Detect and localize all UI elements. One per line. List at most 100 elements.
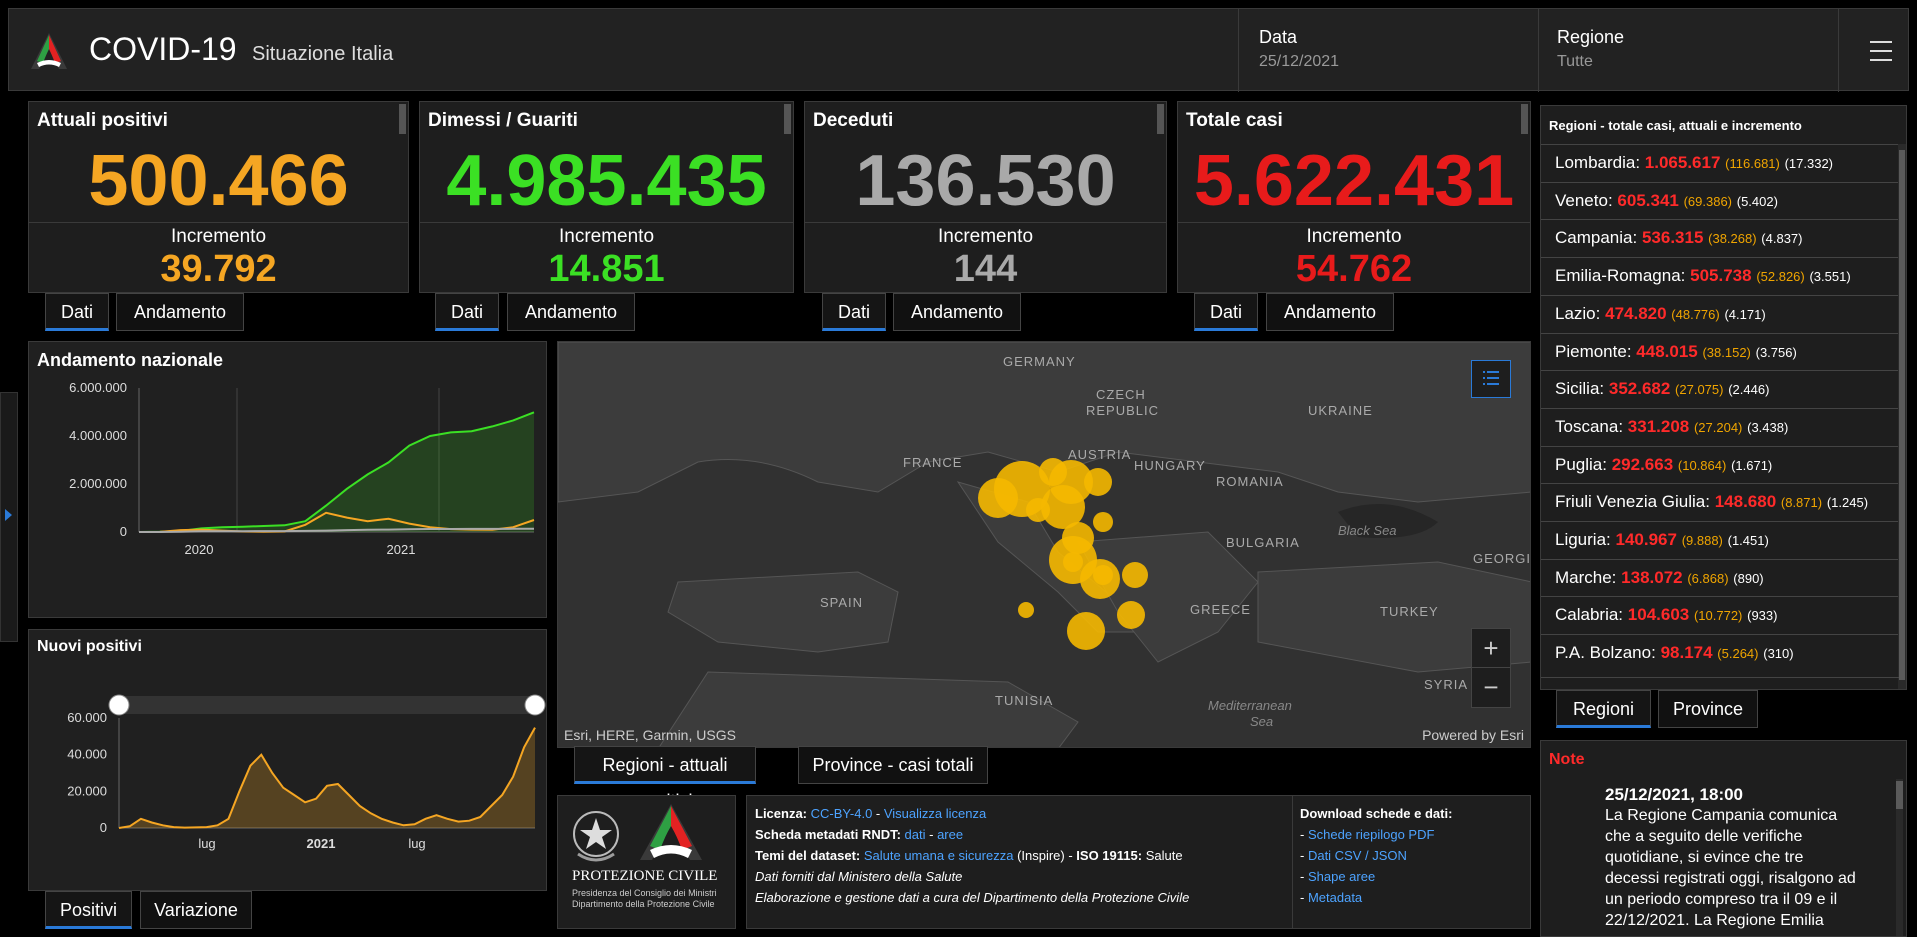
map-label: UKRAINE xyxy=(1308,403,1373,418)
range-slider-track[interactable] xyxy=(119,696,535,714)
download-metadata-link[interactable]: Metadata xyxy=(1307,890,1363,905)
emblem-icon xyxy=(573,811,619,862)
card-scrollbar[interactable] xyxy=(1521,104,1528,134)
region-row[interactable]: Puglia: 292.663 (10.864) (1.671) xyxy=(1541,445,1899,484)
region-attuali: (52.826) xyxy=(1756,269,1805,285)
region-row[interactable]: Veneto: 605.341 (69.386) (5.402) xyxy=(1541,181,1899,220)
region-row[interactable]: Campania: 536.315 (38.268) (4.837) xyxy=(1541,219,1899,257)
region-name: Emilia-Romagna: xyxy=(1555,266,1686,286)
tab-regioni[interactable]: Regioni xyxy=(1556,690,1651,728)
themes-link[interactable]: Salute umana e sicurezza xyxy=(863,848,1014,863)
tab-regioni-attuali-positivi[interactable]: Regioni - attuali positivi xyxy=(574,746,756,811)
region-row[interactable]: Lazio: 474.820 (48.776) (4.171) xyxy=(1541,294,1899,333)
notes-line: quotidiane, si evince che tre xyxy=(1605,849,1804,866)
region-incremento: (4.171) xyxy=(1724,306,1766,322)
tab-dati[interactable]: Dati xyxy=(1194,293,1258,331)
region-name: Friuli Venezia Giulia: xyxy=(1555,492,1710,512)
card-scrollbar[interactable] xyxy=(1157,104,1164,134)
tab-province-casi-totali[interactable]: Province - casi totali xyxy=(798,746,988,784)
region-incremento: (890) xyxy=(1733,570,1764,586)
notes-scrollbar-track[interactable] xyxy=(1896,779,1903,936)
regions-scrollbar-track[interactable] xyxy=(1898,144,1906,689)
card-scrollbar[interactable] xyxy=(784,104,791,134)
region-incremento: (3.438) xyxy=(1747,419,1789,435)
tab-positivi[interactable]: Positivi xyxy=(45,891,132,929)
region-value[interactable]: Tutte xyxy=(1557,53,1593,70)
zoom-out-button[interactable]: − xyxy=(1483,672,1499,702)
range-slider-handle-left[interactable] xyxy=(108,694,130,716)
map-bubbles[interactable] xyxy=(558,342,1531,748)
card-increment-value: 54.762 xyxy=(1295,248,1413,290)
y-tick-label: 40.000 xyxy=(67,747,107,762)
card-scrollbar[interactable] xyxy=(399,104,406,134)
region-attuali: (10.772) xyxy=(1693,608,1743,624)
notes-line: 22/12/2021. La Regione Emilia xyxy=(1605,912,1824,929)
map-label: Black Sea xyxy=(1338,523,1397,538)
tab-dati[interactable]: Dati xyxy=(822,293,886,331)
region-row[interactable]: Sicilia: 352.682 (27.075) (2.446) xyxy=(1541,370,1899,408)
map-label: BULGARIA xyxy=(1226,535,1300,550)
bubble-liguria xyxy=(1026,498,1050,522)
metadata-aree-link[interactable]: aree xyxy=(937,827,964,842)
region-name: P.A. Bolzano: xyxy=(1555,643,1656,663)
region-row[interactable]: Piemonte: 448.015 (38.152) (3.756) xyxy=(1541,332,1899,371)
x-tick-label: lug xyxy=(198,836,215,851)
view-license-link[interactable]: Visualizza licenza xyxy=(883,806,987,821)
region-row-partial[interactable]: Abruzzo: 96.000 xyxy=(1541,677,1899,689)
zoom-in-button[interactable]: + xyxy=(1472,629,1510,668)
metadata-dati-link[interactable]: dati xyxy=(904,827,926,842)
header-divider xyxy=(1538,9,1539,92)
tab-andamento[interactable]: Andamento xyxy=(1266,293,1394,331)
map-label: Sea xyxy=(1250,714,1274,729)
tab-variazione[interactable]: Variazione xyxy=(140,891,252,929)
series-area xyxy=(119,727,535,828)
tab-dati[interactable]: Dati xyxy=(45,293,109,331)
region-row[interactable]: P.A. Bolzano: 98.174 (5.264) (310) xyxy=(1541,634,1899,672)
tab-andamento[interactable]: Andamento xyxy=(893,293,1021,331)
region-total: 148.680 xyxy=(1714,492,1777,512)
region-name: Calabria: xyxy=(1555,605,1624,625)
region-row[interactable]: Emilia-Romagna: 505.738 (52.826) (3.551) xyxy=(1541,257,1899,295)
header-divider xyxy=(1838,9,1839,92)
notes-scrollbar-thumb[interactable] xyxy=(1896,781,1903,809)
map-basemap xyxy=(558,342,1530,747)
notes-panel: Note 25/12/2021, 18:00 La Regione Campan… xyxy=(1540,740,1907,937)
region-row[interactable]: Toscana: 331.208 (27.204) (3.438) xyxy=(1541,407,1899,446)
range-slider-handle-right[interactable] xyxy=(524,694,546,716)
download-pdf-link[interactable]: Schede riepilogo PDF xyxy=(1307,827,1435,842)
tab-province[interactable]: Province xyxy=(1658,690,1758,728)
license-link[interactable]: CC-BY-4.0 xyxy=(810,806,873,821)
side-panel-toggle[interactable] xyxy=(0,392,18,642)
region-total: 98.174 xyxy=(1660,643,1713,663)
map-label: SPAIN xyxy=(820,595,864,610)
hamburger-menu-icon[interactable] xyxy=(1870,41,1892,61)
map-label: GREECE xyxy=(1190,602,1251,617)
tab-andamento[interactable]: Andamento xyxy=(116,293,244,331)
tab-dati[interactable]: Dati xyxy=(435,293,499,331)
line-chart[interactable]: 6.000.000 4.000.000 2.000.000 0 2020 2021 xyxy=(29,382,546,617)
region-incremento: (310) xyxy=(1763,646,1794,662)
region-attuali: (38.268) xyxy=(1708,231,1757,247)
bubble-piemonte xyxy=(978,478,1018,518)
y-tick-label: 60.000 xyxy=(67,710,107,725)
legend-list-icon[interactable] xyxy=(1471,360,1511,398)
region-row[interactable]: Friuli Venezia Giulia: 148.680 (8.871) (… xyxy=(1541,483,1899,521)
download-csv-json-link[interactable]: Dati CSV / JSON xyxy=(1307,848,1407,863)
map-view[interactable]: GERMANY CZECH REPUBLIC UKRAINE FRANCE AU… xyxy=(557,341,1531,748)
region-row[interactable]: Calabria: 104.603 (10.772) (933) xyxy=(1541,596,1899,634)
card-increment-value: 144 xyxy=(953,248,1018,290)
regions-scrollbar-thumb[interactable] xyxy=(1899,150,1905,680)
region-row[interactable]: Marche: 138.072 (6.868) (890) xyxy=(1541,558,1899,597)
download-shape-link[interactable]: Shape aree xyxy=(1307,869,1376,884)
region-name: Marche: xyxy=(1555,567,1617,587)
area-chart[interactable]: 60.000 40.000 20.000 0 lug 2021 lug xyxy=(29,670,546,890)
tab-andamento[interactable]: Andamento xyxy=(507,293,635,331)
region-row[interactable]: Lombardia: 1.065.617 (116.681) (17.332) xyxy=(1541,144,1899,182)
themes-line: Temi del dataset: Salute umana e sicurez… xyxy=(755,848,1183,863)
chart-title: Nuovi positivi xyxy=(37,638,142,655)
notes-body: La Regione Campania comunica che a seguit… xyxy=(1605,805,1895,931)
region-total: 140.967 xyxy=(1615,530,1677,549)
region-row[interactable]: Liguria: 140.967 (9.888) (1.451) xyxy=(1541,521,1899,559)
map-powered-by[interactable]: Powered by Esri xyxy=(1422,727,1524,743)
date-value[interactable]: 25/12/2021 xyxy=(1259,53,1340,70)
